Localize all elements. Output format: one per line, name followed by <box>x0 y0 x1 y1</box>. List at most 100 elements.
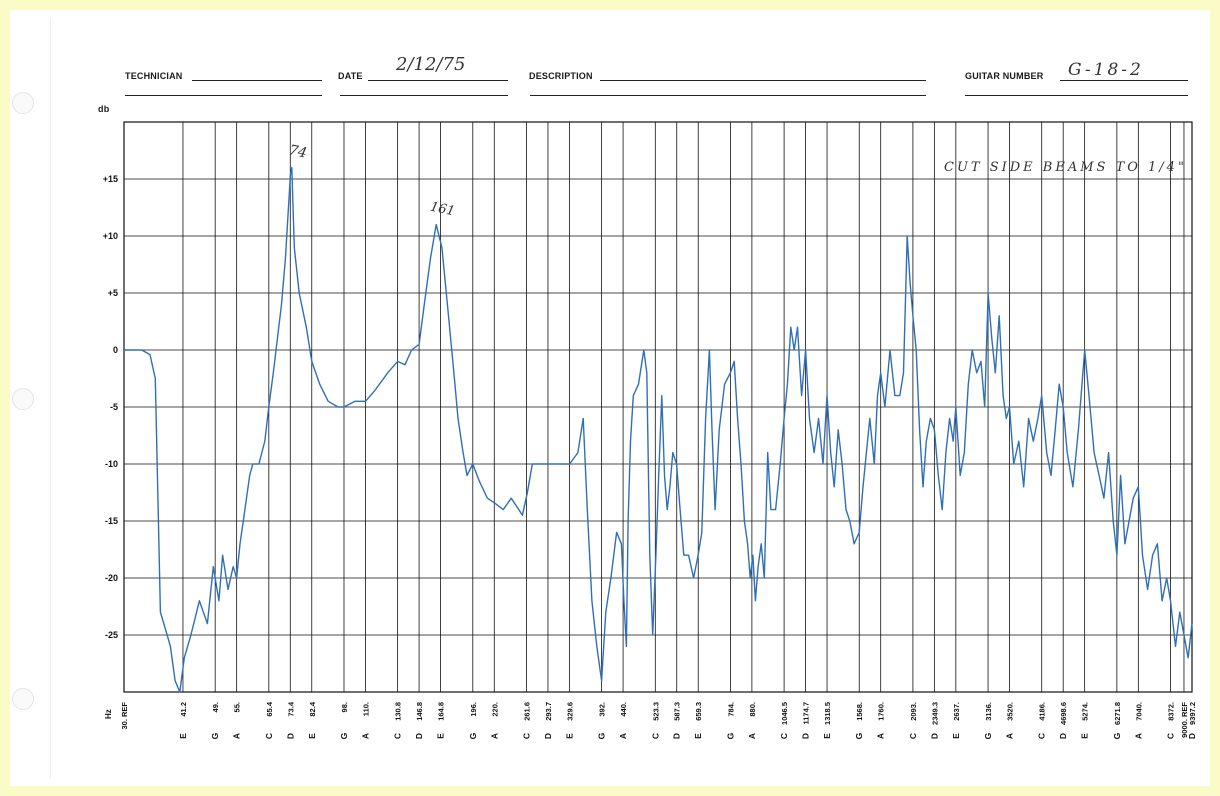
x-tick-note: E <box>436 733 446 739</box>
x-tick-note: C <box>521 733 531 739</box>
x-tick-hz: 1760. <box>877 702 886 721</box>
x-tick-hz: 293.7 <box>544 702 553 721</box>
y-tick-label: -10 <box>105 459 118 469</box>
x-tick-hz: 1174.7 <box>802 702 811 725</box>
y-tick-label: +5 <box>108 288 118 298</box>
x-tick-note: D <box>929 733 939 739</box>
x-tick-note: E <box>307 733 317 739</box>
x-tick-note: G <box>210 732 220 739</box>
peak-label-74: 74 <box>287 142 309 162</box>
x-tick-hz: 9000. REF <box>1180 702 1189 738</box>
x-tick-hz: 2349.3 <box>930 702 939 725</box>
guitar-number-label: GUITAR NUMBER <box>965 71 1044 81</box>
date-value: 2/12/75 <box>396 54 466 75</box>
y-tick-label: 0 <box>113 345 118 355</box>
y-tick-label: +15 <box>103 174 118 184</box>
x-tick-hz: 2093. <box>909 702 918 721</box>
x-tick-note: G <box>725 732 735 739</box>
x-tick-hz: 523.3 <box>651 702 660 721</box>
x-tick-hz: 659.3 <box>694 702 703 721</box>
x-tick-hz: 1318.5 <box>823 702 832 725</box>
x-tick-hz: 261.6 <box>522 702 531 721</box>
hz-axis-label: Hz <box>104 709 113 719</box>
x-tick-note: C <box>393 733 403 739</box>
x-tick-note: D <box>801 733 811 739</box>
x-tick-hz: 146.8 <box>415 702 424 721</box>
x-tick-hz: 9397.2 <box>1188 702 1197 725</box>
x-tick-hz: 41.2 <box>179 702 188 717</box>
x-tick-note: A <box>360 733 370 739</box>
x-tick-note: D <box>672 733 682 739</box>
x-tick-hz: 880. <box>748 702 757 717</box>
x-tick-note: G <box>1112 732 1122 739</box>
x-tick-note: C <box>264 733 274 739</box>
technician-label: TECHNICIAN <box>125 71 183 81</box>
x-tick-note: C <box>650 733 660 739</box>
x-tick-note: E <box>564 733 574 739</box>
x-tick-note: A <box>232 733 242 739</box>
x-tick-note: G <box>468 732 478 739</box>
x-tick-hz: 110. <box>361 702 370 716</box>
x-tick-note: C <box>908 733 918 739</box>
x-tick-note: C <box>1037 733 1047 739</box>
x-tick-hz: 196. <box>469 702 478 717</box>
x-tick-hz: 392. <box>598 702 607 717</box>
x-tick-note: E <box>178 733 188 739</box>
x-tick-note: C <box>779 733 789 739</box>
x-tick-note: E <box>951 733 961 739</box>
x-tick-hz: 440. <box>619 702 628 717</box>
x-tick-hz: 3520. <box>1006 702 1015 721</box>
x-tick-hz: 130.8 <box>394 702 403 721</box>
x-tick-hz: 73.4 <box>286 701 295 716</box>
x-tick-hz: 220. <box>490 702 499 717</box>
y-tick-labels: +15 +10 +5 0 -5 -10 -15 -20 -25 <box>103 174 118 640</box>
x-tick-note: D <box>1058 733 1068 739</box>
date-label: DATE <box>338 71 363 81</box>
graph-sheet: TECHNICIAN DATE 2/12/75 DESCRIPTION GUIT… <box>10 10 1210 786</box>
frequency-response-chart: +15 +10 +5 0 -5 -10 -15 -20 -25 30. REF 41.2 E 49. G… <box>103 121 1197 739</box>
x-tick-labels: 30. REF 41.2 E 49. G 55. A 65.4 C 73.4 D 82.4 E 98. G 1… <box>120 701 1197 739</box>
x-tick-hz: 1046.5 <box>780 702 789 725</box>
handwritten-note: CUT SIDE BEAMS TO 1/4" <box>944 160 1187 175</box>
db-axis-label: db <box>98 104 110 114</box>
x-tick-hz: 587.3 <box>673 702 682 721</box>
x-tick-hz: 65.4 <box>265 701 274 716</box>
x-tick-note: E <box>822 733 832 739</box>
y-tick-label: -20 <box>105 573 118 583</box>
x-tick-hz: 30. REF <box>120 702 129 730</box>
x-tick-note: A <box>747 733 757 739</box>
fold-line <box>50 18 51 778</box>
x-tick-hz: 98. <box>340 702 349 712</box>
x-tick-note: E <box>693 733 703 739</box>
x-tick-note: G <box>854 732 864 739</box>
guitar-number-value: G-18-2 <box>1068 60 1144 80</box>
y-tick-label: -5 <box>110 402 118 412</box>
binder-hole-middle <box>12 388 34 410</box>
x-tick-note: G <box>339 732 349 739</box>
x-tick-note: A <box>489 733 499 739</box>
x-tick-note: G <box>983 732 993 739</box>
x-tick-hz: 3136. <box>984 702 993 721</box>
y-tick-label: -25 <box>105 630 118 640</box>
x-tick-note: G <box>597 732 607 739</box>
y-tick-label: -15 <box>105 516 118 526</box>
y-tick-label: +10 <box>103 231 118 241</box>
x-tick-note: E <box>1080 733 1090 739</box>
x-tick-hz: 8372. <box>1167 702 1176 721</box>
binder-hole-top <box>12 92 34 114</box>
x-tick-hz: 1568. <box>855 702 864 721</box>
description-label: DESCRIPTION <box>529 71 593 81</box>
x-tick-note: A <box>876 733 886 739</box>
x-tick-hz: 82.4 <box>308 701 317 716</box>
x-tick-hz: 164.8 <box>437 702 446 721</box>
x-tick-hz: 7040. <box>1134 702 1143 721</box>
x-tick-note: D <box>414 733 424 739</box>
x-tick-note: A <box>1133 733 1143 739</box>
x-tick-note: D <box>285 733 295 739</box>
x-tick-note: A <box>618 733 628 739</box>
x-tick-note: D <box>543 733 553 739</box>
x-tick-note: D <box>1187 733 1197 739</box>
chart-grid <box>123 121 1193 693</box>
x-tick-hz: 2637. <box>952 702 961 721</box>
x-tick-hz: 5274. <box>1081 702 1090 721</box>
